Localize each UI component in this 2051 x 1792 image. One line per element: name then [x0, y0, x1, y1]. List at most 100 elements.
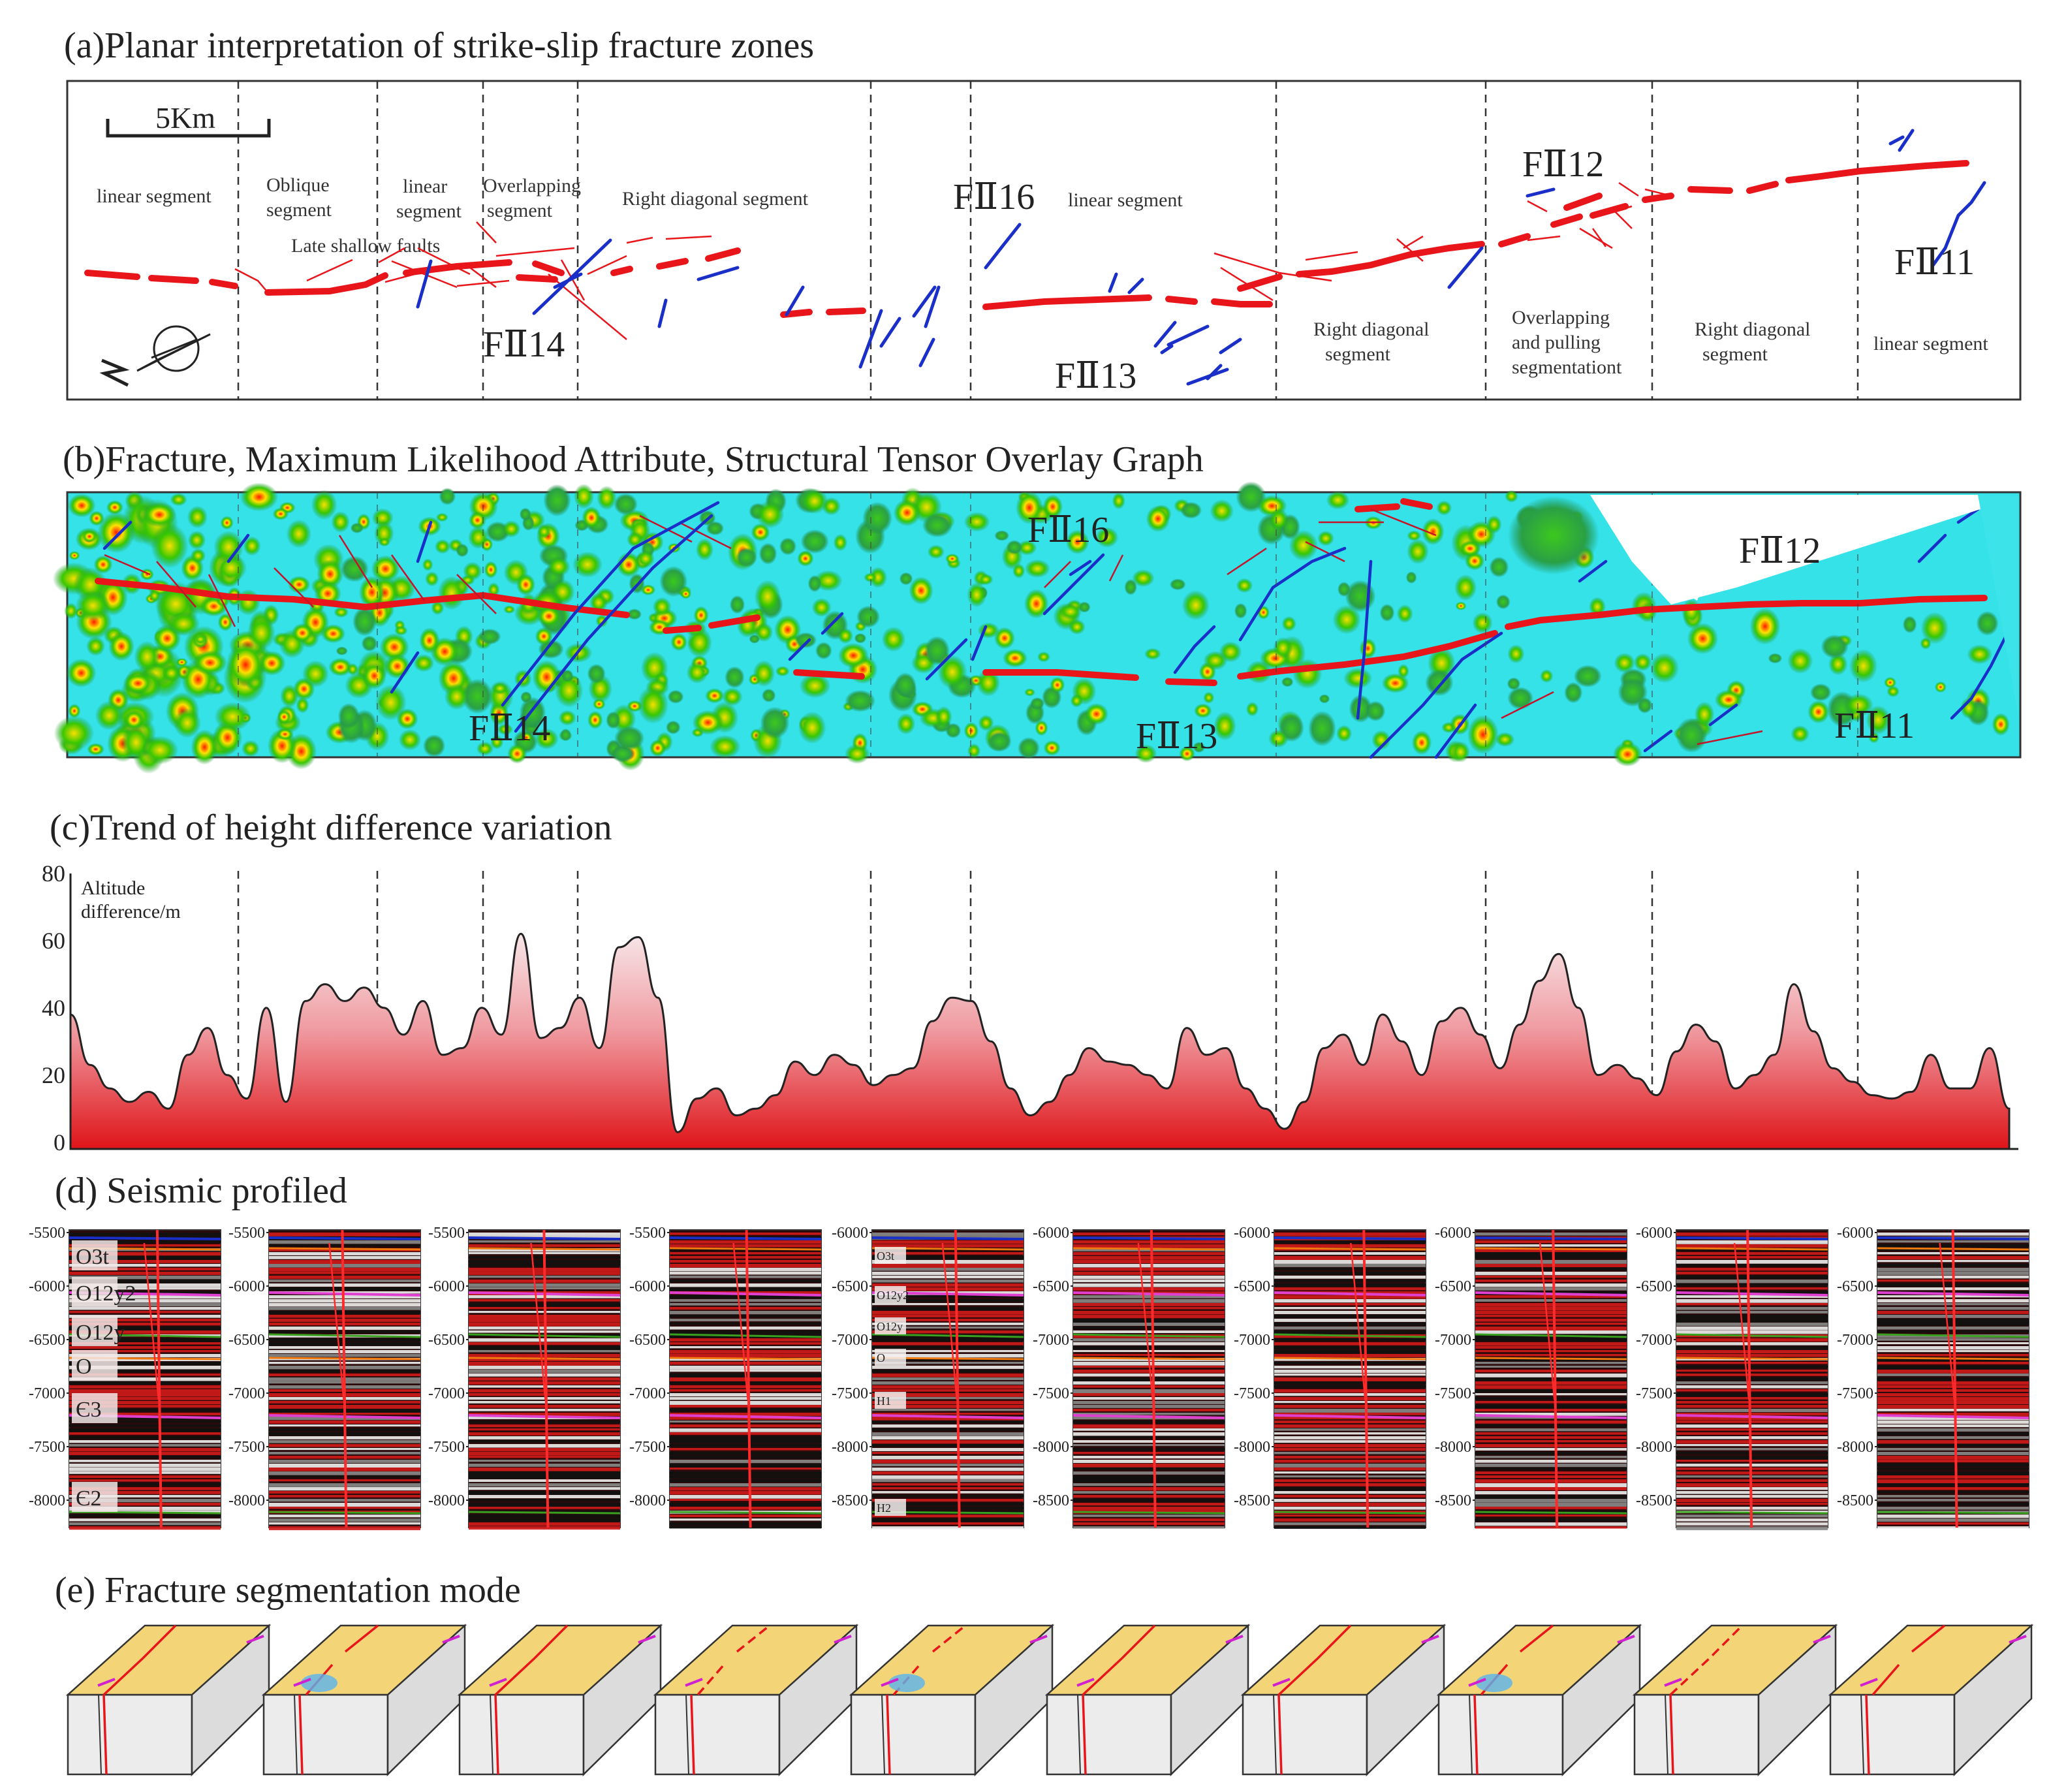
anomaly-blob: [1828, 653, 1848, 676]
depth-tick-label: -6500: [629, 1332, 666, 1349]
y-tick-label: 60: [42, 928, 65, 954]
anomaly-blob: [899, 572, 913, 586]
anomaly-blob: [1289, 529, 1319, 561]
anomaly-blob: [1213, 711, 1236, 741]
anomaly-blob: [967, 743, 981, 759]
anomaly-blob: [1210, 499, 1234, 523]
depth-tick-label: -8000: [629, 1492, 666, 1509]
anomaly-blob: [755, 622, 774, 642]
y-tick-label: 0: [54, 1129, 65, 1155]
anomaly-blob: [1396, 605, 1413, 623]
anomaly-blob: [1787, 648, 1813, 674]
anomaly-blob: [722, 687, 743, 706]
depth-tick-label: -7000: [1636, 1332, 1672, 1349]
anomaly-blob: [736, 547, 757, 568]
anomaly-blob: [1042, 494, 1063, 519]
anomaly-blob: [558, 710, 576, 726]
anomaly-blob: [1179, 746, 1195, 762]
y-tick-label: 80: [42, 860, 65, 887]
anomaly-blob: [87, 743, 104, 756]
anomaly-blob: [1714, 689, 1743, 710]
anomaly-blob: [759, 542, 777, 565]
anomaly-blob: [240, 482, 279, 512]
anomaly-blob: [502, 520, 521, 538]
anomaly-blob: [614, 493, 638, 515]
anomaly-blob: [1124, 579, 1137, 595]
anomaly-blob: [1459, 540, 1481, 557]
seismic-profile: -5500 -6000 -6500 -7000 -7500 -8000: [29, 1225, 221, 1530]
anomaly-blob: [1495, 732, 1515, 747]
survey-gap: [1593, 495, 1984, 605]
anomaly-blob: [977, 668, 1001, 697]
depth-tick-label: -7500: [1234, 1385, 1270, 1402]
anomaly-blob: [535, 627, 553, 646]
anomaly-blob: [1694, 701, 1715, 727]
anomaly-blob: [439, 488, 456, 505]
anomaly-blob: [627, 608, 642, 620]
anomaly-blob: [869, 567, 887, 588]
anomaly-blob: [1381, 673, 1409, 693]
anomaly-blob: [142, 502, 177, 527]
anomaly-blob: [1182, 590, 1210, 620]
block-diagram: [1436, 1624, 1642, 1776]
anomaly-blob: [423, 734, 446, 757]
depth-tick-label: -5500: [228, 1225, 265, 1242]
anomaly-blob: [1849, 649, 1878, 683]
depth-tick-label: -8500: [1837, 1492, 1873, 1509]
anomaly-blob: [1472, 612, 1493, 634]
anomaly-blob: [994, 530, 1009, 541]
anomaly-blob: [1273, 637, 1293, 659]
anomaly-blob: [503, 605, 516, 614]
anomaly-blob: [1902, 616, 1917, 633]
anomaly-blob: [978, 573, 994, 586]
anomaly-blob: [692, 710, 724, 735]
anomaly-blob: [1035, 720, 1048, 736]
anomaly-blob: [627, 531, 644, 548]
anomaly-blob: [167, 611, 200, 637]
depth-tick-label: -7000: [1033, 1332, 1069, 1349]
anomaly-blob: [1043, 740, 1061, 756]
anomaly-blob: [1180, 501, 1202, 519]
anomaly-blob: [779, 537, 796, 556]
anomaly-blob: [194, 634, 207, 645]
anomaly-blob: [291, 623, 314, 643]
anomaly-blob: [693, 606, 709, 625]
anomaly-blob: [1024, 688, 1035, 697]
anomaly-blob: [1268, 729, 1289, 748]
anomaly-blob: [760, 706, 790, 739]
panel-a-planar-interpretation: (a)Planar interpretation of strike-slip …: [64, 25, 2022, 401]
depth-tick-label: -8500: [1435, 1492, 1471, 1509]
anomaly-blob: [1193, 742, 1205, 753]
anomaly-blob: [775, 666, 790, 677]
seismic-profile-strip: -5500 -6000 -6500 -7000 -7500 -8000 -5500 -6000…: [29, 1225, 2029, 1530]
anomaly-blob: [191, 729, 219, 765]
anomaly-blob: [431, 601, 445, 615]
scale-bar: 5Km: [106, 101, 271, 138]
depth-tick-label: -8500: [1636, 1492, 1672, 1509]
anomaly-blob: [123, 672, 153, 695]
anomaly-blob: [798, 711, 826, 744]
anomaly-blob: [66, 659, 97, 687]
anomaly-blob: [593, 699, 606, 710]
anomaly-blob: [909, 576, 933, 605]
anomaly-blob: [1319, 694, 1330, 704]
anomaly-blob: [1366, 700, 1386, 721]
depth-tick-label: -6500: [29, 1332, 65, 1349]
anomaly-blob: [649, 739, 666, 757]
anomaly-blob: [1343, 668, 1373, 689]
anomaly-blob: [587, 663, 606, 684]
anomaly-blob: [845, 689, 876, 712]
anomaly-blob: [833, 533, 848, 552]
anomaly-blob: [963, 512, 990, 532]
anomaly-blob: [814, 570, 843, 591]
panel-e-segmentation-mode: (e) Fracture segmentation mode: [55, 1570, 2034, 1776]
late-faults-label: Late shallow faults: [291, 235, 440, 257]
anomaly-blob: [1614, 653, 1635, 673]
overlay-faults-red: [95, 498, 1988, 686]
anomaly-blob: [751, 523, 770, 542]
anomaly-blob: [1018, 737, 1040, 759]
anomaly-blob: [151, 523, 189, 569]
anomaly-blob: [1006, 540, 1023, 555]
anomaly-blob: [894, 672, 916, 698]
altitude-area: [69, 932, 2011, 1150]
